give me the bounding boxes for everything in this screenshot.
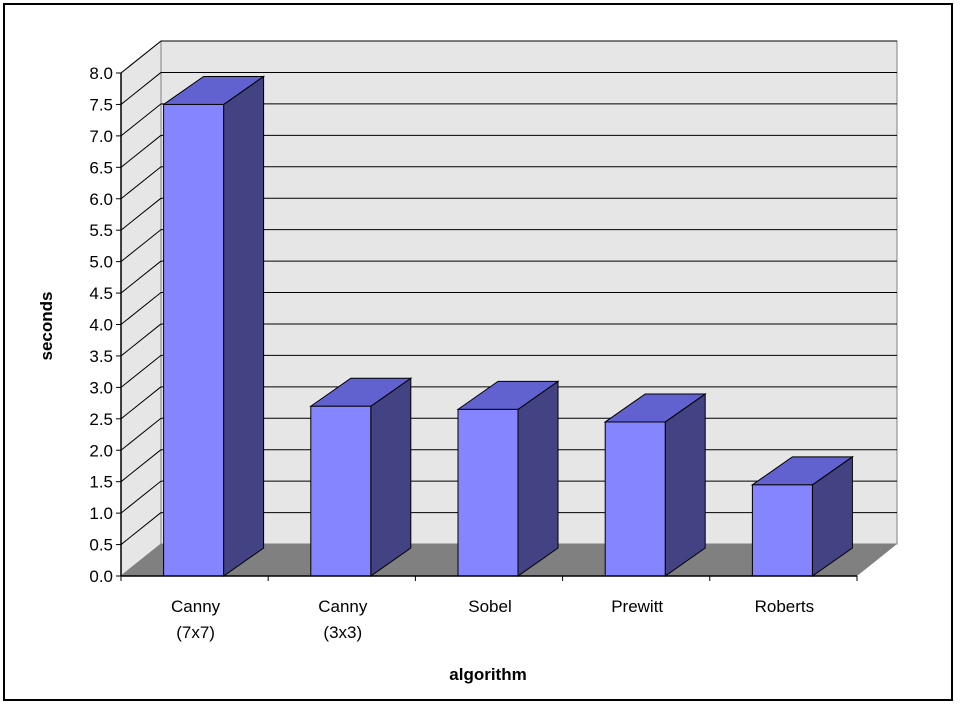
- gridline-diagonal: [120, 72, 162, 105]
- gridline-diagonal: [120, 197, 162, 231]
- y-tick-label: 3.5: [89, 347, 113, 366]
- x-tick-label: Sobel: [468, 597, 511, 616]
- gridline-diagonal: [120, 292, 162, 325]
- gridline-diagonal: [120, 40, 162, 74]
- gridline-diagonal: [120, 354, 162, 388]
- y-tick-label: 5.5: [89, 221, 113, 240]
- y-tick-label: 4.0: [89, 316, 113, 335]
- y-tick-label: 5.0: [89, 253, 113, 272]
- gridline-diagonal: [120, 512, 162, 545]
- bar: [309, 377, 413, 577]
- y-tick-label: 6.0: [89, 190, 113, 209]
- x-tick-labels: Canny (7x7) Canny (3x3) Sobel Prewitt Roberts: [171, 597, 814, 642]
- gridline-diagonal: [120, 260, 162, 294]
- bar-side: [370, 377, 412, 577]
- y-tick-label: 0.0: [89, 567, 113, 586]
- bar-front: [457, 408, 519, 577]
- bars: [162, 75, 854, 577]
- bar-side: [664, 392, 706, 577]
- x-tick-label: Prewitt: [611, 597, 663, 616]
- y-tick-label: 0.5: [89, 536, 113, 555]
- bar: [603, 392, 707, 577]
- x-tick-label: (3x3): [323, 623, 362, 642]
- bar: [456, 380, 560, 577]
- axes: [116, 72, 858, 581]
- x-tick-label: Canny: [318, 597, 368, 616]
- gridline-diagonal: [120, 166, 162, 200]
- gridline-diagonal: [120, 480, 162, 514]
- bar-front: [310, 405, 372, 577]
- y-tick-label: 4.5: [89, 284, 113, 303]
- x-tick-label: (7x7): [176, 623, 215, 642]
- y-tick-label: 2.0: [89, 441, 113, 460]
- bar-front: [604, 421, 666, 577]
- bar: [162, 75, 266, 577]
- bar-side: [223, 75, 265, 577]
- y-tick-label: 8.0: [89, 64, 113, 83]
- x-tick-label: Roberts: [755, 597, 815, 616]
- gridline-diagonal: [120, 103, 162, 137]
- bar-side: [517, 380, 559, 577]
- y-tick-label: 3.0: [89, 378, 113, 397]
- y-axis-title: seconds: [37, 292, 56, 361]
- x-tick-label: Canny: [171, 597, 221, 616]
- y-tick-labels: 0.0 0.5 1.0 1.5 2.0 2.5 3.0 3.5 4.0 4.5 5.0 5.5 6.0 6…: [89, 64, 113, 586]
- gridline-diagonal: [120, 229, 162, 263]
- gridline-diagonal: [120, 134, 162, 168]
- y-tick-label: 1.5: [89, 473, 113, 492]
- y-tick-label: 7.5: [89, 95, 113, 114]
- gridline-diagonal: [120, 386, 162, 420]
- gridline-diagonal: [120, 323, 162, 357]
- gridline-diagonal: [120, 449, 162, 483]
- y-tick-label: 7.0: [89, 127, 113, 146]
- bar: [750, 455, 854, 577]
- x-axis-title: algorithm: [449, 665, 526, 684]
- y-tick-label: 6.5: [89, 158, 113, 177]
- bar-front: [163, 103, 225, 577]
- y-tick-label: 1.0: [89, 504, 113, 523]
- y-tick-label: 2.5: [89, 410, 113, 429]
- gridline-diagonal: [120, 417, 162, 451]
- bar-front: [751, 484, 813, 577]
